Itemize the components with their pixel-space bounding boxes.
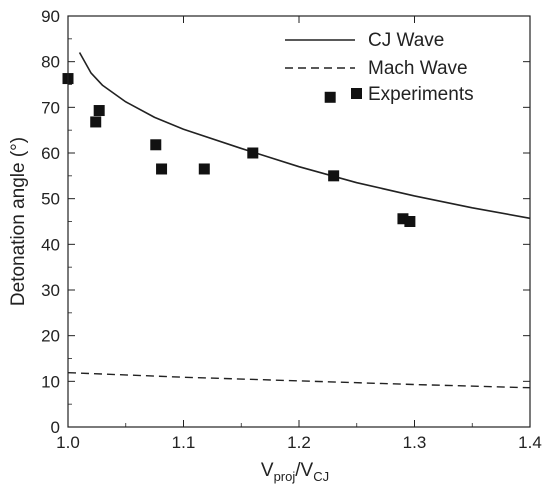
legend: CJ Wave Mach Wave Experiments [285, 30, 474, 105]
y-tick-label: 90 [41, 7, 60, 26]
x-tick-label: 1.1 [172, 433, 196, 452]
y-tick-label: 30 [41, 281, 60, 300]
experiment-point [93, 105, 105, 117]
experiment-point [150, 139, 162, 151]
experiment-point [328, 170, 340, 182]
x-axis-label-sub2: CJ [313, 469, 329, 484]
cj-wave-line [78, 52, 531, 220]
y-tick-label: 60 [41, 144, 60, 163]
ticks-layer: 1.0 1.1 1.2 1.3 1.4 0 10 20 30 40 50 60 70 80 90 [41, 7, 542, 452]
y-tick-label: 40 [41, 235, 60, 254]
x-axis-label-sep: /V [295, 460, 313, 481]
experiment-point [198, 163, 210, 175]
x-tick-label: 1.2 [287, 433, 311, 452]
legend-label-experiments: Experiments [368, 84, 474, 105]
y-tick-label: 70 [41, 98, 60, 117]
y-tick-label: 80 [41, 53, 60, 72]
y-axis-label: Detonation angle (°) [8, 137, 29, 306]
legend-label-cj-wave: CJ Wave [368, 30, 444, 51]
experiment-point [404, 216, 416, 227]
y-tick-label: 10 [41, 372, 60, 391]
experiment-point [397, 213, 409, 225]
experiment-point [247, 147, 259, 159]
x-tick-label: 1.3 [403, 433, 427, 452]
x-tick-label: 1.0 [56, 433, 80, 452]
x-axis-label-sub1: proj [274, 469, 296, 484]
x-axis-label: Vproj/VCJ [261, 460, 329, 484]
experiment-point [324, 91, 336, 103]
y-tick-label: 20 [41, 327, 60, 346]
experiment-point [90, 116, 102, 128]
x-tick-label: 1.4 [518, 433, 542, 452]
legend-swatch-experiments [351, 88, 362, 99]
experiment-point [156, 163, 168, 175]
y-tick-label: 0 [51, 418, 60, 437]
mach-wave-line [67, 371, 531, 389]
legend-label-mach-wave: Mach Wave [368, 58, 468, 79]
x-axis-label-main: V [261, 460, 274, 481]
y-tick-label: 50 [41, 190, 60, 209]
